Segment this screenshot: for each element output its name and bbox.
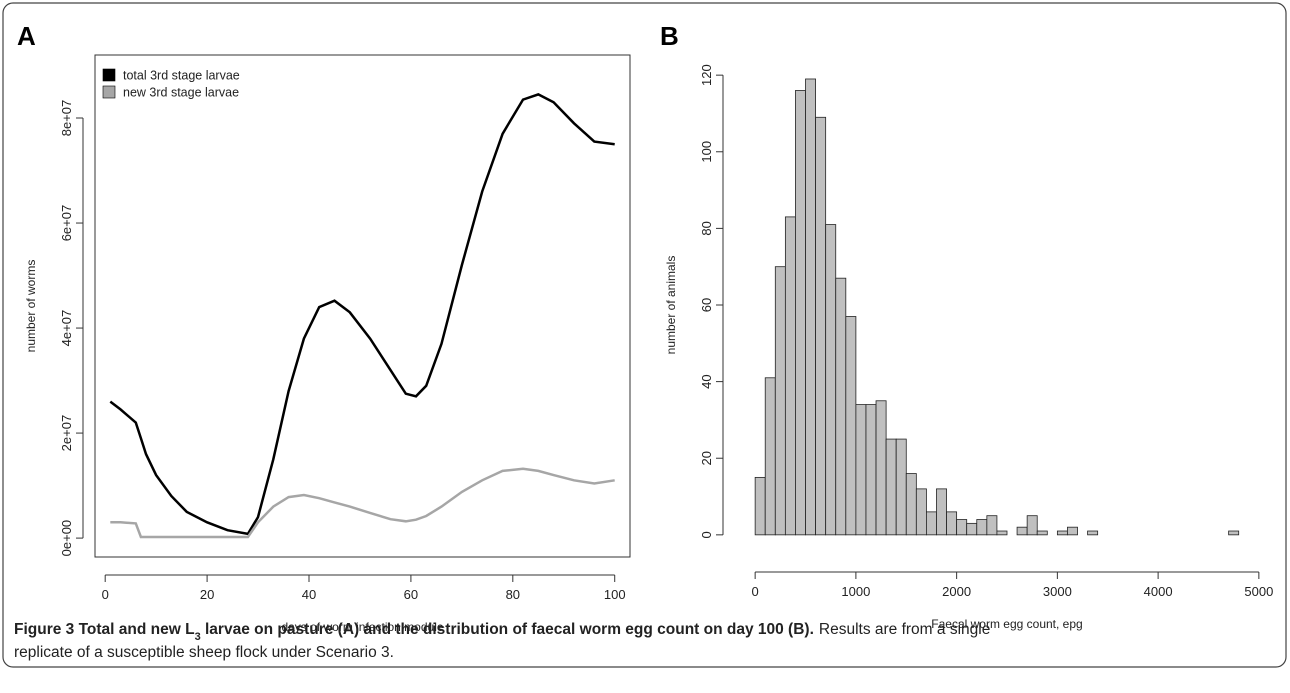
y-tick-label: 2e+07 bbox=[59, 415, 74, 452]
x-tick-label: 100 bbox=[604, 587, 626, 602]
caption-bold: larvae on pasture (A) and the distributi… bbox=[201, 621, 814, 638]
y-tick-label: 4e+07 bbox=[59, 310, 74, 347]
bar bbox=[764, 377, 776, 536]
bar bbox=[835, 277, 847, 536]
bar bbox=[774, 266, 786, 536]
bar bbox=[815, 116, 827, 536]
x-tick-label: 0 bbox=[752, 584, 759, 599]
y-tick-label: 6e+07 bbox=[59, 205, 74, 242]
caption-text: Results are from a single bbox=[819, 621, 990, 638]
bar bbox=[1016, 526, 1028, 536]
x-tick-label: 4000 bbox=[1144, 584, 1173, 599]
y-tick-label: 40 bbox=[699, 374, 714, 388]
bar bbox=[976, 519, 988, 536]
x-tick-label: 20 bbox=[200, 587, 214, 602]
bar bbox=[1056, 530, 1068, 536]
bar bbox=[1067, 526, 1078, 536]
bar bbox=[986, 515, 998, 536]
bar bbox=[1036, 530, 1048, 536]
bar bbox=[905, 473, 917, 536]
legend-label: total 3rd stage larvae bbox=[123, 69, 240, 83]
bar bbox=[915, 488, 927, 536]
bar bbox=[966, 522, 978, 536]
bar bbox=[956, 519, 968, 536]
bar bbox=[895, 438, 907, 536]
bar bbox=[795, 90, 806, 536]
bar bbox=[875, 400, 887, 536]
x-axis-label: days of worm infection module bbox=[281, 620, 443, 634]
y-tick-label: 0e+00 bbox=[59, 520, 74, 557]
series-line bbox=[110, 467, 615, 539]
y-tick-label: 120 bbox=[699, 64, 714, 86]
panel-label: B bbox=[660, 21, 679, 51]
figure-border bbox=[2, 2, 1287, 668]
x-tick-label: 1000 bbox=[841, 584, 870, 599]
bar bbox=[1228, 530, 1240, 536]
x-axis-label: Faecal worm egg count, epg bbox=[931, 617, 1082, 631]
bar bbox=[936, 488, 947, 536]
x-tick-label: 40 bbox=[302, 587, 316, 602]
bar bbox=[946, 511, 958, 536]
y-tick-label: 60 bbox=[699, 298, 714, 312]
caption-bold: Figure 3 Total and new L bbox=[14, 621, 195, 638]
x-tick-label: 80 bbox=[506, 587, 520, 602]
x-tick-label: 2000 bbox=[942, 584, 971, 599]
panel-label: A bbox=[17, 21, 36, 51]
legend-swatch bbox=[102, 85, 116, 99]
legend-swatch bbox=[102, 68, 116, 82]
bar bbox=[784, 216, 796, 536]
plot-frame bbox=[94, 54, 631, 558]
bar bbox=[926, 511, 937, 536]
x-tick-label: 5000 bbox=[1244, 584, 1273, 599]
x-tick-label: 3000 bbox=[1043, 584, 1072, 599]
y-axis-label: number of worms bbox=[24, 260, 38, 353]
x-tick-label: 60 bbox=[404, 587, 418, 602]
bar bbox=[754, 476, 766, 536]
caption-line-2: replicate of a susceptible sheep flock u… bbox=[14, 644, 394, 661]
y-tick-label: 80 bbox=[699, 221, 714, 235]
bar bbox=[845, 316, 857, 536]
bar bbox=[855, 404, 867, 536]
legend-label: new 3rd stage larvae bbox=[123, 86, 239, 100]
bar bbox=[865, 404, 877, 536]
y-tick-label: 0 bbox=[699, 531, 714, 538]
bar bbox=[885, 438, 897, 536]
bar bbox=[1026, 515, 1038, 536]
x-tick-label: 0 bbox=[102, 587, 109, 602]
caption-line-1: Figure 3 Total and new L3 larvae on past… bbox=[14, 621, 990, 643]
y-tick-label: 20 bbox=[699, 451, 714, 465]
y-tick-label: 100 bbox=[699, 141, 714, 163]
y-tick-label: 8e+07 bbox=[59, 100, 74, 137]
caption-subscript: 3 bbox=[195, 631, 201, 643]
series-line bbox=[109, 93, 615, 536]
bar bbox=[825, 224, 837, 536]
bar bbox=[805, 78, 816, 536]
bar bbox=[1087, 530, 1099, 536]
y-axis-label: number of animals bbox=[664, 256, 678, 355]
bar bbox=[996, 530, 1008, 536]
